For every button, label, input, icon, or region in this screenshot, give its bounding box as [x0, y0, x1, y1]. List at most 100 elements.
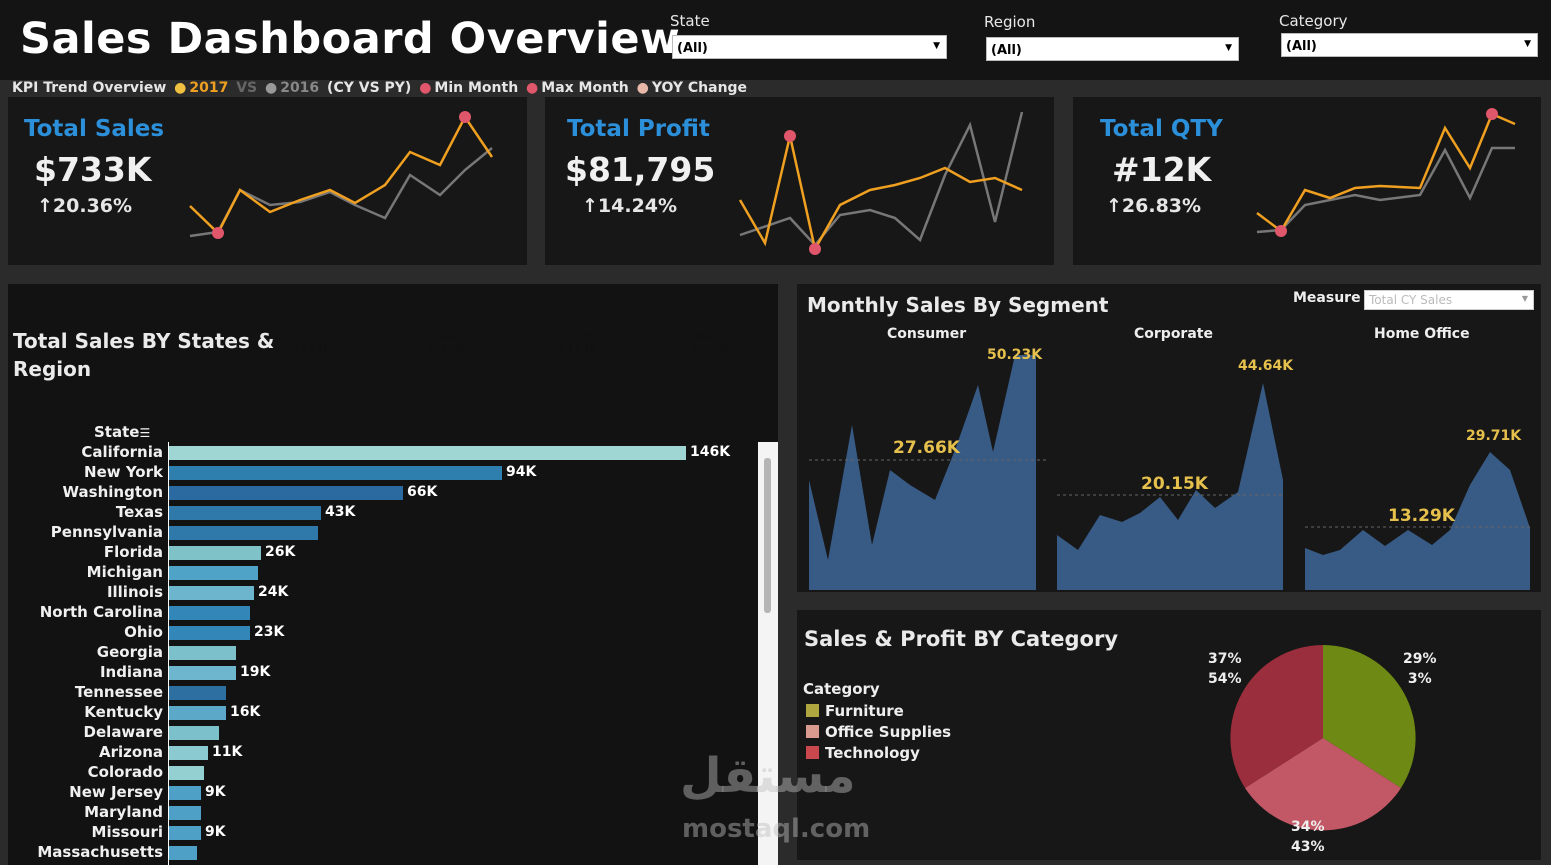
- scrollbar-track[interactable]: [758, 442, 778, 865]
- states-title-line1: Total Sales BY States &: [13, 329, 275, 353]
- bar[interactable]: [169, 666, 236, 680]
- kpi-profit-change: ↑14.24%: [582, 195, 677, 217]
- segment-area-charts: [809, 355, 1530, 590]
- bar-label: California: [81, 443, 163, 461]
- category-legend-title: Category: [803, 680, 880, 698]
- bar-label: Kentucky: [84, 703, 163, 721]
- bar[interactable]: [169, 826, 201, 840]
- bar-axis-line: [168, 442, 169, 865]
- region-name: Central: [290, 329, 334, 343]
- profit-py-line: [739, 111, 1024, 247]
- pie-slice-furniture: [1323, 645, 1416, 788]
- bar[interactable]: [169, 486, 403, 500]
- bar-value-label: 66K: [407, 484, 438, 500]
- region-filter-select[interactable]: (All) ▼: [986, 37, 1239, 61]
- arrow-up-icon: ↑: [37, 195, 53, 217]
- state-axis-label: State: [94, 423, 140, 441]
- region-value: $123K: [558, 343, 598, 357]
- profit-min-point: [809, 243, 821, 255]
- legend-label: Furniture: [825, 702, 904, 720]
- pie-label-value: 37%: [1208, 651, 1242, 667]
- kpi-sales-value: $733K: [34, 150, 152, 189]
- legend-item-furniture[interactable]: Furniture: [806, 702, 904, 720]
- bar-label: Michigan: [86, 563, 163, 581]
- legend-cy: 2017: [189, 80, 229, 96]
- measure-select[interactable]: Total CY Sales ▼: [1364, 290, 1534, 310]
- bar[interactable]: [169, 546, 261, 560]
- region-circle-central[interactable]: Central $147K: [272, 315, 352, 395]
- bar-label: Indiana: [99, 663, 163, 681]
- segment-section-title: Monthly Sales By Segment: [807, 293, 1109, 317]
- qty-cy-line: [1256, 112, 1516, 233]
- bar-value-label: 24K: [258, 584, 289, 600]
- legend-note: (CY VS PY): [327, 80, 412, 96]
- chevron-down-icon: ▼: [1521, 294, 1528, 303]
- bar[interactable]: [169, 786, 201, 800]
- bar[interactable]: [169, 606, 250, 620]
- bar[interactable]: [169, 446, 686, 460]
- bar[interactable]: [169, 746, 208, 760]
- bar[interactable]: [169, 806, 201, 820]
- furniture-swatch-icon: [806, 704, 819, 717]
- sales-max-point: [459, 111, 471, 123]
- corporate-avg-label: 20.15K: [1141, 474, 1208, 494]
- bar-value-label: 11K: [212, 744, 243, 760]
- kpi-profit-value: $81,795: [565, 150, 716, 189]
- home-office-avg-label: 13.29K: [1388, 506, 1455, 526]
- qty-py-line: [1256, 146, 1515, 234]
- pie-slice-technology: [1230, 645, 1323, 788]
- bar[interactable]: [169, 686, 226, 700]
- segment-label-consumer: Consumer: [887, 326, 967, 342]
- state-axis-header[interactable]: State☰: [94, 423, 150, 441]
- legend-label: Technology: [825, 744, 920, 762]
- kpi-card-sales: [8, 97, 527, 265]
- consumer-area: [809, 355, 1036, 590]
- bar-label: North Carolina: [39, 603, 163, 621]
- kpi-card-qty: [1073, 97, 1541, 265]
- region-circle-south[interactable]: South $123K: [538, 315, 618, 395]
- bar[interactable]: [169, 646, 236, 660]
- states-section-title: Total Sales BY States & Region: [13, 327, 274, 383]
- bar-label: Arizona: [99, 743, 163, 761]
- bar[interactable]: [169, 506, 321, 520]
- bar-value-label: 16K: [230, 704, 261, 720]
- bar[interactable]: [169, 466, 502, 480]
- region-value: $213K: [425, 343, 465, 357]
- legend-item-office-supplies[interactable]: Office Supplies: [806, 723, 951, 741]
- chevron-down-icon: ▼: [1225, 43, 1232, 53]
- category-panel: [797, 610, 1541, 860]
- bar[interactable]: [169, 566, 258, 580]
- bar[interactable]: [169, 626, 250, 640]
- bar[interactable]: [169, 726, 219, 740]
- category-pie-chart: [1230, 645, 1416, 831]
- bar-label: Washington: [62, 483, 163, 501]
- watermark-arabic: مستقل: [680, 748, 856, 804]
- scrollbar-thumb[interactable]: [764, 458, 771, 613]
- kpi-profit-title: Total Profit: [567, 116, 710, 142]
- kpi-legend-bar: KPI Trend Overview ● 2017 VS ● 2016 (CY VS…: [12, 80, 750, 98]
- region-circle-west[interactable]: West $250K: [671, 315, 751, 395]
- bar[interactable]: [169, 706, 226, 720]
- region-circle-east[interactable]: East $213K: [405, 315, 485, 395]
- state-filter-label: State: [670, 12, 710, 30]
- legend-item-technology[interactable]: Technology: [806, 744, 920, 762]
- chevron-down-icon: ▼: [1524, 39, 1531, 49]
- bar[interactable]: [169, 846, 197, 860]
- bar-label: New York: [84, 463, 163, 481]
- segment-label-home-office: Home Office: [1374, 326, 1470, 342]
- category-filter-select[interactable]: (All) ▼: [1281, 33, 1538, 57]
- home-office-max-label: 29.71K: [1466, 428, 1522, 444]
- bar[interactable]: [169, 526, 318, 540]
- bar-label: Colorado: [87, 763, 163, 781]
- state-filter-select[interactable]: (All) ▼: [672, 35, 947, 59]
- bar[interactable]: [169, 766, 204, 780]
- pie-label-office-supplies: 34% 43%: [1291, 817, 1325, 857]
- technology-swatch-icon: [806, 746, 819, 759]
- bar-value-label: 26K: [265, 544, 296, 560]
- bar-label: Florida: [103, 543, 163, 561]
- legend-yoy-dot-icon: ●: [636, 80, 649, 96]
- region-value: $250K: [691, 343, 731, 357]
- bar[interactable]: [169, 586, 254, 600]
- corporate-max-label: 44.64K: [1238, 358, 1294, 374]
- bar-label: Ohio: [124, 623, 163, 641]
